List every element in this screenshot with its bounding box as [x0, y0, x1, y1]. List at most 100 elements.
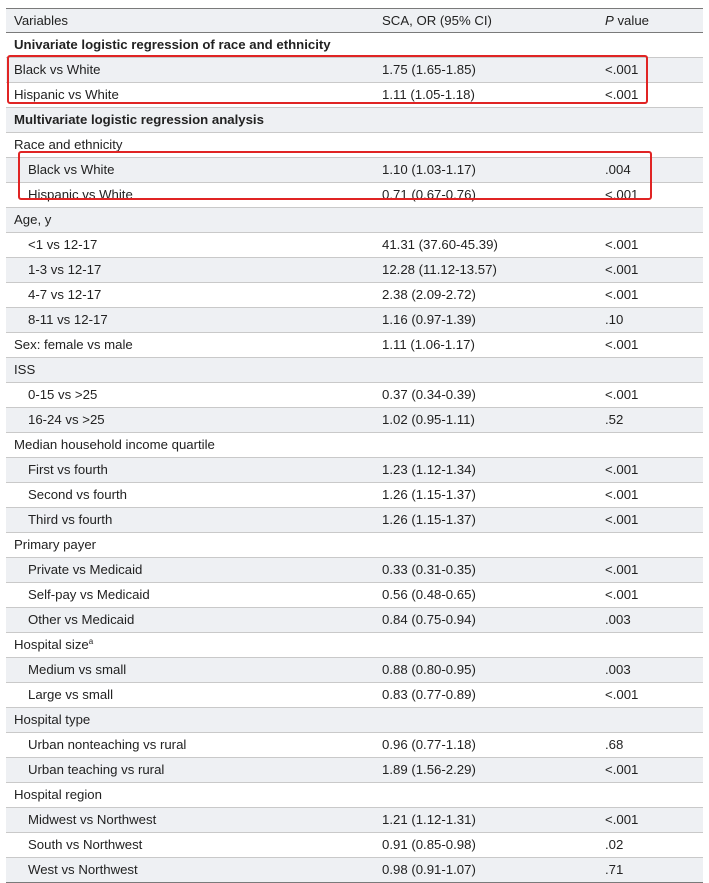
header-variables: Variables — [6, 8, 376, 33]
section-header-row: Univariate logistic regression of race a… — [6, 32, 703, 58]
variable-label: Urban teaching vs rural — [6, 757, 376, 783]
header-p-rest: value — [613, 13, 649, 28]
row-label: Univariate logistic regression of race a… — [14, 37, 331, 52]
odds-ratio-value: 1.16 (0.97-1.39) — [376, 307, 597, 333]
variable-label: 0-15 vs >25 — [6, 382, 376, 408]
p-value: <.001 — [597, 282, 703, 308]
header-sca-or: SCA, OR (95% CI) — [376, 8, 597, 33]
variable-label: Third vs fourth — [6, 507, 376, 533]
odds-ratio-value: 0.98 (0.91-1.07) — [376, 857, 597, 883]
odds-ratio-value: 1.89 (1.56-2.29) — [376, 757, 597, 783]
p-value: <.001 — [597, 82, 703, 108]
table-row: <1 vs 12-17 41.31 (37.60-45.39) <.001 — [6, 232, 703, 258]
group-label: Hospital type — [6, 707, 703, 733]
group-header-row: Hospital type — [6, 707, 703, 733]
group-label: Hospital region — [6, 782, 703, 808]
odds-ratio-value: 12.28 (11.12-13.57) — [376, 257, 597, 283]
p-value: .68 — [597, 732, 703, 758]
table-row: 16-24 vs >25 1.02 (0.95-1.11) .52 — [6, 407, 703, 433]
group-label: Median household income quartile — [6, 432, 703, 458]
table-row: Sex: female vs male 1.11 (1.06-1.17) <.001 — [6, 332, 703, 358]
group-header-row: Hospital region — [6, 782, 703, 808]
odds-ratio-value: 0.96 (0.77-1.18) — [376, 732, 597, 758]
p-value: <.001 — [597, 807, 703, 833]
table-row: First vs fourth 1.23 (1.12-1.34) <.001 — [6, 457, 703, 483]
table-row: Self-pay vs Medicaid 0.56 (0.48-0.65) <.00… — [6, 582, 703, 608]
odds-ratio-value: 0.37 (0.34-0.39) — [376, 382, 597, 408]
p-value: .10 — [597, 307, 703, 333]
row-label: Hospital size — [14, 637, 89, 652]
table-row: Large vs small 0.83 (0.77-0.89) <.001 — [6, 682, 703, 708]
row-label: Race and ethnicity — [14, 137, 123, 152]
p-value: <.001 — [597, 257, 703, 283]
odds-ratio-value: 1.10 (1.03-1.17) — [376, 157, 597, 183]
table-row: 4-7 vs 12-17 2.38 (2.09-2.72) <.001 — [6, 282, 703, 308]
section-header-row: Multivariate logistic regression analysi… — [6, 107, 703, 133]
row-label: Multivariate logistic regression analysi… — [14, 112, 264, 127]
odds-ratio-value: 0.83 (0.77-0.89) — [376, 682, 597, 708]
odds-ratio-value: 1.75 (1.65-1.85) — [376, 57, 597, 83]
variable-label: 16-24 vs >25 — [6, 407, 376, 433]
table-row: Urban teaching vs rural 1.89 (1.56-2.29) <… — [6, 757, 703, 783]
p-value: <.001 — [597, 457, 703, 483]
odds-ratio-value: 0.71 (0.67-0.76) — [376, 182, 597, 208]
variable-label: Hispanic vs White — [6, 182, 376, 208]
variable-label: Black vs White — [6, 157, 376, 183]
section-label: Multivariate logistic regression analysi… — [6, 107, 703, 133]
group-header-row: Median household income quartile — [6, 432, 703, 458]
table-row: 8-11 vs 12-17 1.16 (0.97-1.39) .10 — [6, 307, 703, 333]
odds-ratio-value: 1.23 (1.12-1.34) — [376, 457, 597, 483]
variable-label: 1-3 vs 12-17 — [6, 257, 376, 283]
variable-label: Large vs small — [6, 682, 376, 708]
p-value: .003 — [597, 657, 703, 683]
odds-ratio-value: 0.88 (0.80-0.95) — [376, 657, 597, 683]
variable-label: Sex: female vs male — [6, 332, 376, 358]
variable-label: 4-7 vs 12-17 — [6, 282, 376, 308]
odds-ratio-value: 41.31 (37.60-45.39) — [376, 232, 597, 258]
table-row: Other vs Medicaid 0.84 (0.75-0.94) .003 — [6, 607, 703, 633]
odds-ratio-value: 1.26 (1.15-1.37) — [376, 507, 597, 533]
p-value: <.001 — [597, 232, 703, 258]
odds-ratio-value: 1.26 (1.15-1.37) — [376, 482, 597, 508]
p-value: <.001 — [597, 507, 703, 533]
table-row: Hispanic vs White 0.71 (0.67-0.76) <.001 — [6, 182, 703, 208]
group-label: Primary payer — [6, 532, 703, 558]
variable-label: Private vs Medicaid — [6, 557, 376, 583]
variable-label: West vs Northwest — [6, 857, 376, 883]
variable-label: Second vs fourth — [6, 482, 376, 508]
table-row: Third vs fourth 1.26 (1.15-1.37) <.001 — [6, 507, 703, 533]
table-row: Urban nonteaching vs rural 0.96 (0.77-1.1… — [6, 732, 703, 758]
table-row: Hispanic vs White 1.11 (1.05-1.18) <.001 — [6, 82, 703, 108]
results-table: Variables SCA, OR (95% CI) P value Univa… — [6, 8, 703, 883]
odds-ratio-value: 0.33 (0.31-0.35) — [376, 557, 597, 583]
group-header-row: Age, y — [6, 207, 703, 233]
p-value: .52 — [597, 407, 703, 433]
odds-ratio-value: 0.56 (0.48-0.65) — [376, 582, 597, 608]
variable-label: Self-pay vs Medicaid — [6, 582, 376, 608]
p-value: <.001 — [597, 482, 703, 508]
table-body: Univariate logistic regression of race a… — [6, 32, 703, 883]
odds-ratio-value: 2.38 (2.09-2.72) — [376, 282, 597, 308]
variable-label: Black vs White — [6, 57, 376, 83]
row-label: ISS — [14, 362, 36, 377]
variable-label: Medium vs small — [6, 657, 376, 683]
group-header-row: Primary payer — [6, 532, 703, 558]
table-row: 1-3 vs 12-17 12.28 (11.12-13.57) <.001 — [6, 257, 703, 283]
group-header-row: Hospital sizea — [6, 632, 703, 658]
p-value: <.001 — [597, 557, 703, 583]
variable-label: Other vs Medicaid — [6, 607, 376, 633]
p-value: <.001 — [597, 332, 703, 358]
row-label: Hospital type — [14, 712, 91, 727]
odds-ratio-value: 1.11 (1.06-1.17) — [376, 332, 597, 358]
group-label: ISS — [6, 357, 703, 383]
table-row: 0-15 vs >25 0.37 (0.34-0.39) <.001 — [6, 382, 703, 408]
header-p-italic: P — [605, 13, 614, 28]
variable-label: Hispanic vs White — [6, 82, 376, 108]
table-row: West vs Northwest 0.98 (0.91-1.07) .71 — [6, 857, 703, 883]
group-label: Race and ethnicity — [6, 132, 703, 158]
variable-label: 8-11 vs 12-17 — [6, 307, 376, 333]
p-value: <.001 — [597, 57, 703, 83]
table-row: Private vs Medicaid 0.33 (0.31-0.35) <.001 — [6, 557, 703, 583]
row-label: Primary payer — [14, 537, 97, 552]
table-row: Black vs White 1.75 (1.65-1.85) <.001 — [6, 57, 703, 83]
